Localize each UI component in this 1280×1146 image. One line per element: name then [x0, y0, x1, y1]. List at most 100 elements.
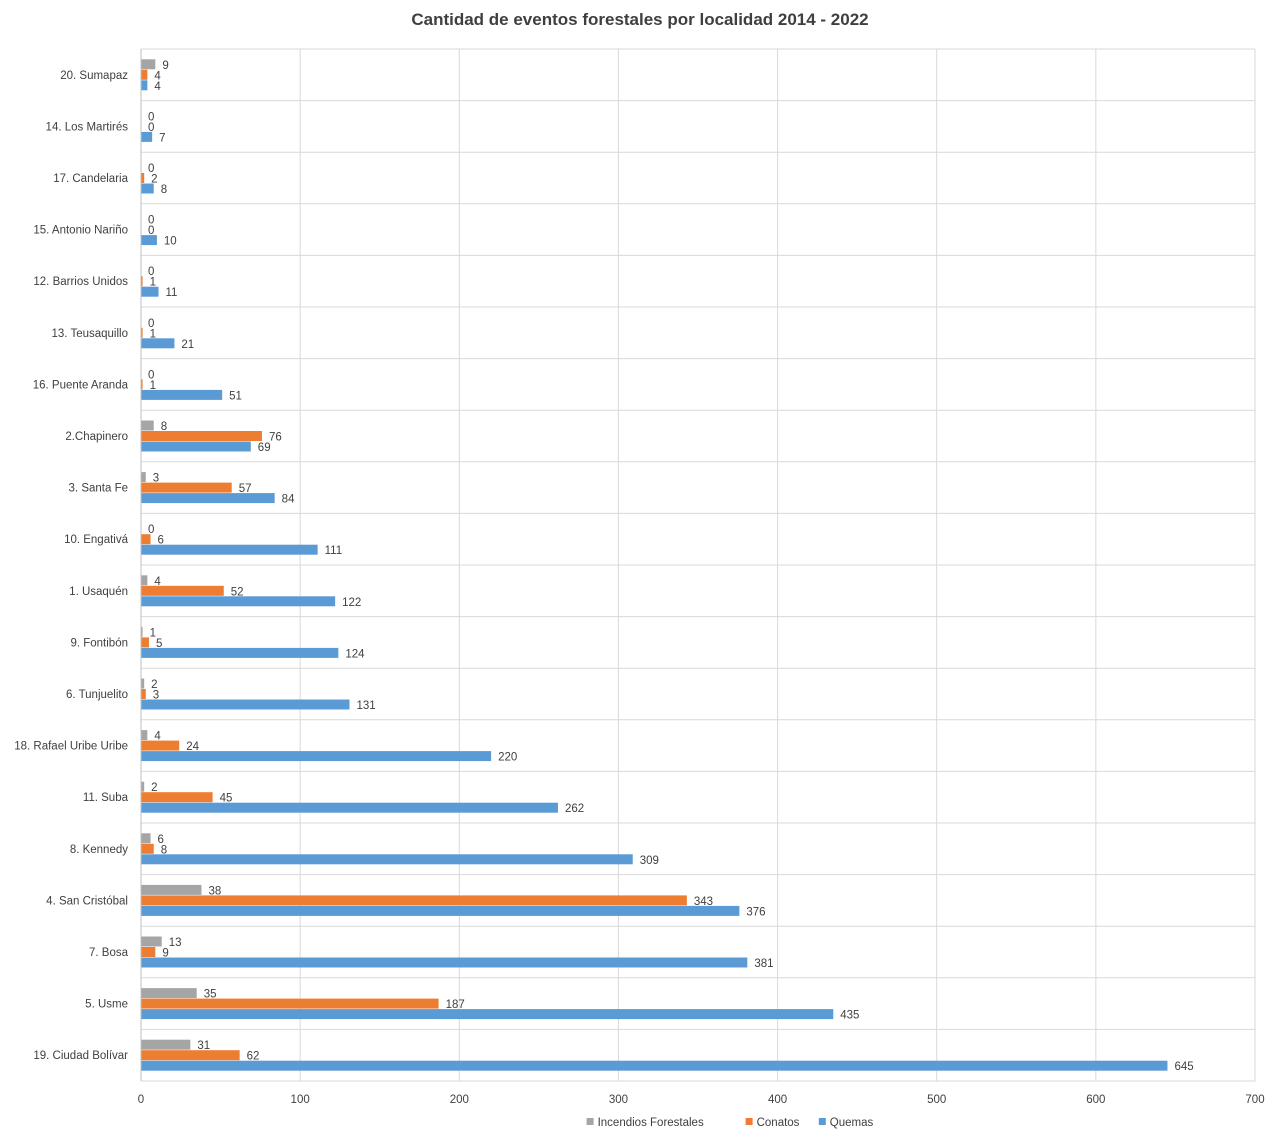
bar	[141, 286, 159, 297]
data-label: 343	[694, 896, 713, 908]
category-label: 4. San Cristóbal	[46, 895, 128, 907]
bar	[141, 389, 223, 400]
bar	[141, 1039, 191, 1050]
data-label: 0	[148, 163, 154, 175]
bar	[141, 183, 154, 194]
bar	[141, 843, 154, 854]
bar	[141, 379, 143, 390]
data-label: 2	[151, 174, 157, 186]
category-label: 16. Puente Aranda	[33, 379, 129, 391]
bar	[141, 338, 175, 349]
data-label: 5	[156, 638, 162, 650]
legend-label: Conatos	[757, 1117, 800, 1129]
bar	[141, 905, 740, 916]
bar	[141, 730, 148, 741]
x-tick-label: 600	[1086, 1094, 1105, 1106]
bar	[141, 678, 145, 689]
bars	[141, 59, 1168, 1071]
bar	[141, 637, 149, 648]
bar	[141, 751, 492, 762]
category-label: 19. Ciudad Bolívar	[33, 1050, 128, 1062]
bar	[141, 69, 148, 80]
data-label: 10	[164, 236, 177, 248]
data-label: 2	[151, 679, 157, 691]
data-label: 376	[746, 906, 765, 918]
data-label: 76	[269, 432, 282, 444]
bar	[141, 740, 180, 751]
data-label: 31	[197, 1040, 210, 1052]
bar	[141, 482, 232, 493]
data-label: 4	[154, 731, 161, 743]
data-label: 0	[148, 111, 154, 123]
data-label: 1	[150, 277, 156, 289]
bar	[141, 626, 143, 637]
data-label: 21	[181, 339, 194, 351]
bar	[141, 585, 224, 596]
category-label: 9. Fontibón	[70, 637, 128, 649]
x-tick-label: 100	[291, 1094, 310, 1106]
bar	[141, 544, 318, 555]
data-label: 8	[161, 844, 167, 856]
data-label: 57	[239, 483, 252, 495]
category-label: 6. Tunjuelito	[66, 689, 128, 701]
bar	[141, 936, 162, 947]
bar	[141, 534, 151, 545]
data-label: 1	[150, 328, 156, 340]
data-label: 122	[342, 597, 361, 609]
category-label: 1. Usaquén	[69, 586, 128, 598]
data-label: 124	[345, 648, 365, 660]
bar	[141, 472, 146, 483]
legend: Incendios Forestales Conatos Quemas	[586, 1117, 874, 1129]
category-label: 18. Rafael Uribe Uribe	[14, 741, 128, 753]
data-label: 0	[148, 215, 154, 227]
data-label: 1	[150, 627, 156, 639]
x-tick-label: 200	[450, 1094, 469, 1106]
category-label: 11. Suba	[83, 792, 129, 804]
data-label: 69	[258, 442, 271, 454]
chart-title: Cantidad de eventos forestales por local…	[411, 10, 869, 29]
category-label: 10. Engativá	[64, 534, 129, 546]
data-label: 6	[158, 834, 164, 846]
legend-label: Incendios Forestales	[598, 1117, 704, 1129]
bar	[141, 699, 350, 710]
category-label: 13. Teusaquillo	[51, 328, 128, 340]
data-label: 8	[161, 421, 167, 433]
data-label: 0	[148, 318, 154, 330]
data-label: 38	[208, 885, 221, 897]
bar	[141, 647, 339, 658]
bar	[141, 441, 251, 452]
category-label: 3. Santa Fe	[69, 483, 128, 495]
x-tick-label: 0	[138, 1094, 144, 1106]
bar	[141, 173, 145, 183]
data-label: 0	[148, 369, 154, 381]
bar	[141, 575, 148, 586]
data-label: 8	[161, 184, 167, 196]
data-label: 309	[640, 855, 659, 867]
data-label: 51	[229, 390, 242, 402]
bar	[141, 792, 213, 803]
data-label: 9	[162, 60, 168, 72]
bar	[141, 689, 146, 699]
data-label: 4	[154, 81, 161, 93]
legend-label: Quemas	[830, 1117, 874, 1129]
bar	[141, 802, 558, 813]
data-label: 0	[148, 266, 154, 278]
category-label: 20. Sumapaz	[60, 70, 128, 82]
bar	[141, 884, 202, 895]
grid-lines	[140, 48, 1256, 1082]
data-label: 4	[154, 70, 161, 82]
bar	[141, 895, 687, 906]
data-label: 645	[1174, 1061, 1193, 1073]
bar	[141, 276, 143, 287]
category-label: 8. Kennedy	[70, 844, 128, 856]
legend-swatch	[818, 1118, 826, 1125]
data-label: 435	[840, 1010, 859, 1022]
bar	[141, 235, 157, 246]
data-label: 52	[231, 586, 244, 598]
category-label: 7. Bosa	[89, 947, 129, 959]
bar	[141, 988, 197, 999]
data-label: 9	[162, 948, 168, 960]
category-label: 15. Antonio Nariño	[33, 225, 128, 237]
